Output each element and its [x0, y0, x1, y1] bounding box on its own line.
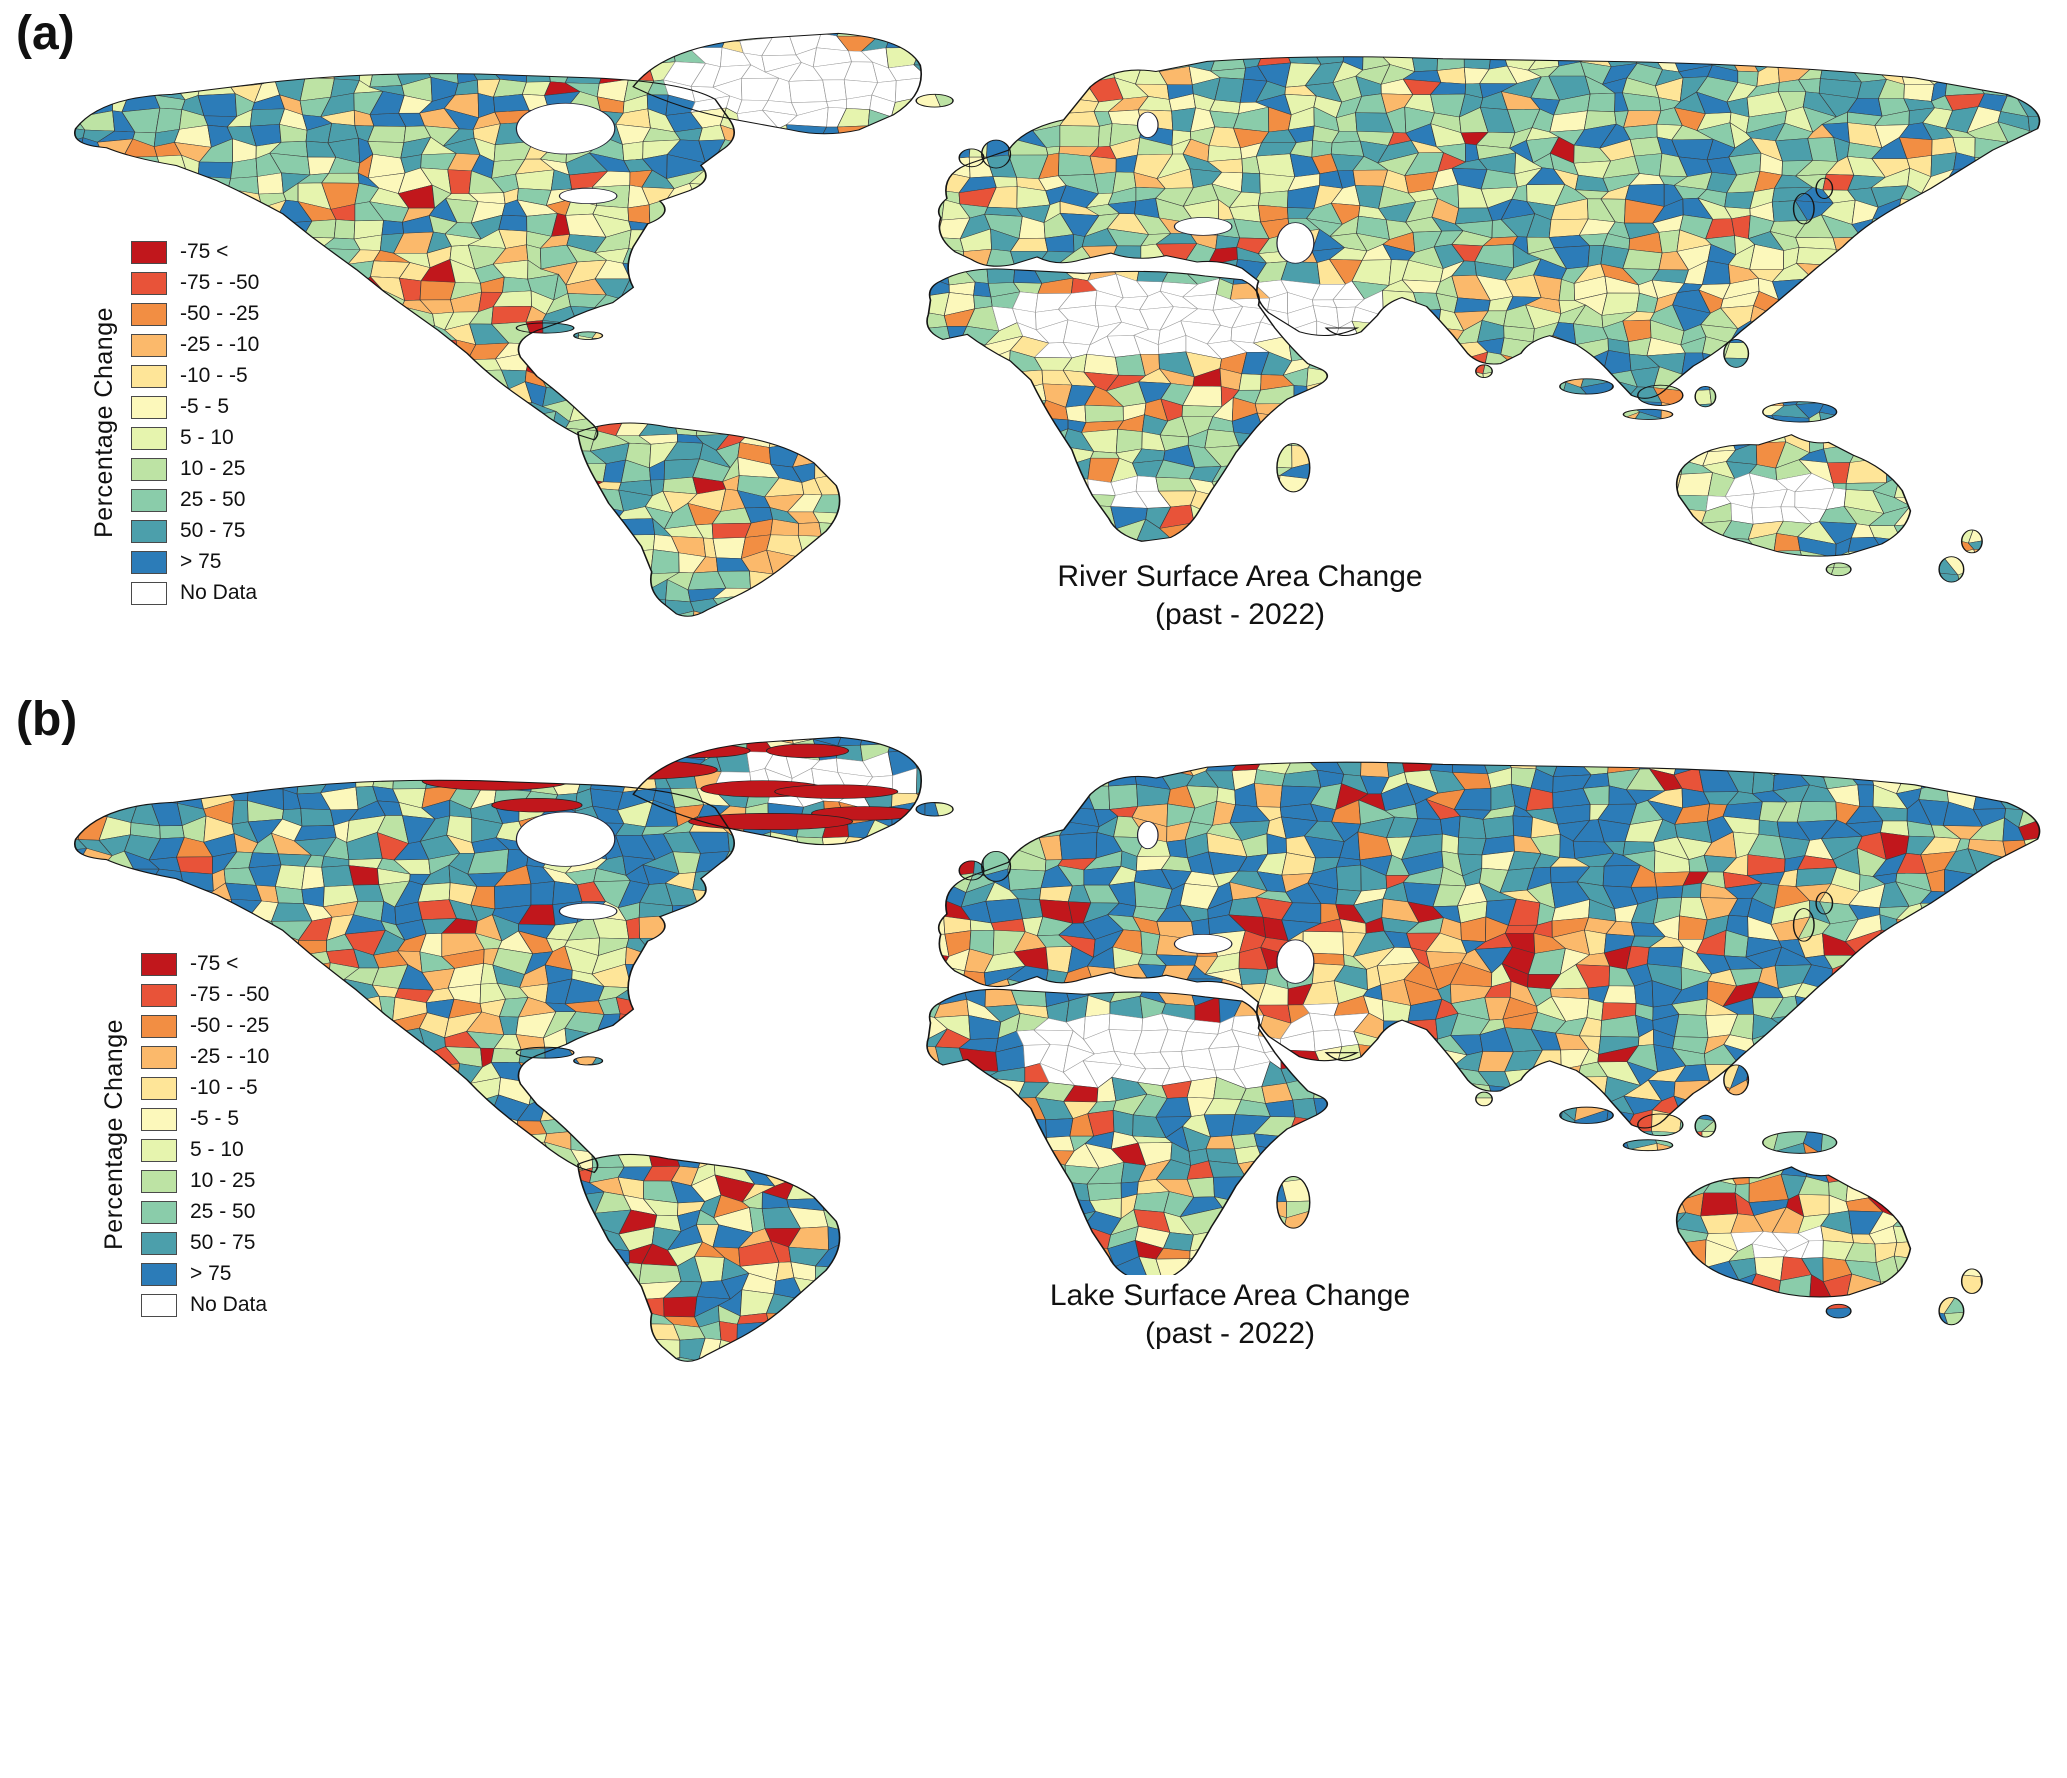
legend-swatch: [131, 426, 167, 450]
legend-rows-b: -75 < -75 - -50 -50 - -25 -25 - -10 -10 - -5…: [141, 952, 269, 1317]
panel-b-caption-line2: (past - 2022): [1144, 1316, 1316, 1350]
legend-swatch: [131, 364, 167, 388]
world-map-river-surface-area-change: [73, 32, 2041, 617]
legend-label: -50 - -25: [190, 1014, 270, 1037]
legend-row: -5 - 5: [141, 1107, 269, 1131]
legend-swatch: [141, 1045, 177, 1069]
legend-swatch: [131, 550, 167, 574]
legend-row: -25 - -10: [141, 1045, 269, 1069]
legend-label: No Data: [180, 581, 258, 604]
legend-swatch: [131, 581, 167, 605]
legend-row: 5 - 10: [141, 1138, 269, 1162]
legend-label: 25 - 50: [190, 1200, 256, 1223]
legend-swatch: [141, 1293, 177, 1317]
legend-row: -75 - -50: [141, 983, 269, 1007]
legend-swatch: [141, 1138, 177, 1162]
legend-label: 10 - 25: [180, 457, 246, 480]
legend-swatch: [131, 488, 167, 512]
legend-row: -10 - -5: [131, 364, 259, 388]
legend-label: 25 - 50: [180, 488, 246, 511]
legend-label: -5 - 5: [180, 395, 230, 418]
legend-title-b: Percentage Change: [100, 1019, 128, 1250]
legend-row: -25 - -10: [131, 333, 259, 357]
legend-label: 5 - 10: [180, 426, 234, 449]
legend-label: 10 - 25: [190, 1169, 256, 1192]
legend-row: 25 - 50: [131, 488, 259, 512]
legend-row: 10 - 25: [131, 457, 259, 481]
legend-swatch: [141, 952, 177, 976]
legend-swatch: [141, 1076, 177, 1100]
legend-swatch: [141, 1169, 177, 1193]
panel-a-caption-line2: (past - 2022): [1154, 597, 1326, 631]
legend-row: > 75: [141, 1262, 269, 1286]
legend-swatch: [131, 302, 167, 326]
legend-row: -50 - -25: [131, 302, 259, 326]
legend-swatch: [131, 333, 167, 357]
legend-row: No Data: [131, 581, 259, 605]
legend-swatch: [131, 395, 167, 419]
legend-label: -25 - -10: [190, 1045, 270, 1068]
legend-row: 10 - 25: [141, 1169, 269, 1193]
legend-swatch: [131, 240, 167, 264]
legend-b: Percentage Change -75 < -75 - -50 -50 - -2…: [94, 948, 276, 1321]
legend-swatch: [141, 1014, 177, 1038]
legend-label: 50 - 75: [180, 519, 246, 542]
legend-label: -10 - -5: [180, 364, 248, 387]
legend-row: -75 - -50: [131, 271, 259, 295]
legend-label: > 75: [190, 1262, 232, 1285]
legend-label: 50 - 75: [190, 1231, 256, 1254]
panel-a-label: (a): [16, 7, 75, 60]
panel-a-caption-line1: River Surface Area Change: [1057, 560, 1423, 593]
legend-a: Percentage Change -75 < -75 - -50 -50 - -2…: [84, 236, 266, 609]
legend-row: -10 - -5: [141, 1076, 269, 1100]
legend-row: No Data: [141, 1293, 269, 1317]
legend-swatch: [131, 519, 167, 543]
legend-swatch: [141, 1107, 177, 1131]
legend-label: -10 - -5: [190, 1076, 258, 1099]
panel-b: (b) Percentage Change -75 < -75 - -50 -50 …: [0, 670, 2067, 1778]
legend-title-a: Percentage Change: [90, 307, 118, 538]
legend-swatch: [131, 457, 167, 481]
legend-label: -5 - 5: [190, 1107, 240, 1130]
legend-swatch: [141, 1231, 177, 1255]
legend-row: -5 - 5: [131, 395, 259, 419]
legend-row: -75 <: [131, 240, 259, 264]
legend-row: 50 - 75: [131, 519, 259, 543]
legend-label: -75 - -50: [180, 271, 260, 294]
panel-a: (a) Percentage Change -75 < -75 - -50 -50 …: [0, 0, 2067, 670]
legend-label: No Data: [190, 1293, 268, 1316]
panel-b-label: (b): [16, 693, 78, 746]
legend-row: -75 <: [141, 952, 269, 976]
legend-label: > 75: [180, 550, 222, 573]
legend-row: 25 - 50: [141, 1200, 269, 1224]
legend-swatch: [141, 1200, 177, 1224]
legend-row: > 75: [131, 550, 259, 574]
panel-b-caption-line1: Lake Surface Area Change: [1049, 1279, 1411, 1312]
legend-label: -75 <: [180, 240, 229, 263]
legend-swatch: [141, 983, 177, 1007]
legend-swatch: [141, 1262, 177, 1286]
legend-row: -50 - -25: [141, 1014, 269, 1038]
panel-a-caption: River Surface Area Change (past - 2022): [1020, 556, 1460, 635]
legend-label: -50 - -25: [180, 302, 260, 325]
legend-row: 50 - 75: [141, 1231, 269, 1255]
legend-label: -25 - -10: [180, 333, 260, 356]
legend-row: 5 - 10: [131, 426, 259, 450]
panel-b-caption: Lake Surface Area Change (past - 2022): [1000, 1275, 1460, 1354]
legend-label: -75 - -50: [190, 983, 270, 1006]
legend-swatch: [131, 271, 167, 295]
legend-label: -75 <: [190, 952, 239, 975]
legend-label: 5 - 10: [190, 1138, 244, 1161]
legend-rows-a: -75 < -75 - -50 -50 - -25 -25 - -10 -10 - -5…: [131, 240, 259, 605]
